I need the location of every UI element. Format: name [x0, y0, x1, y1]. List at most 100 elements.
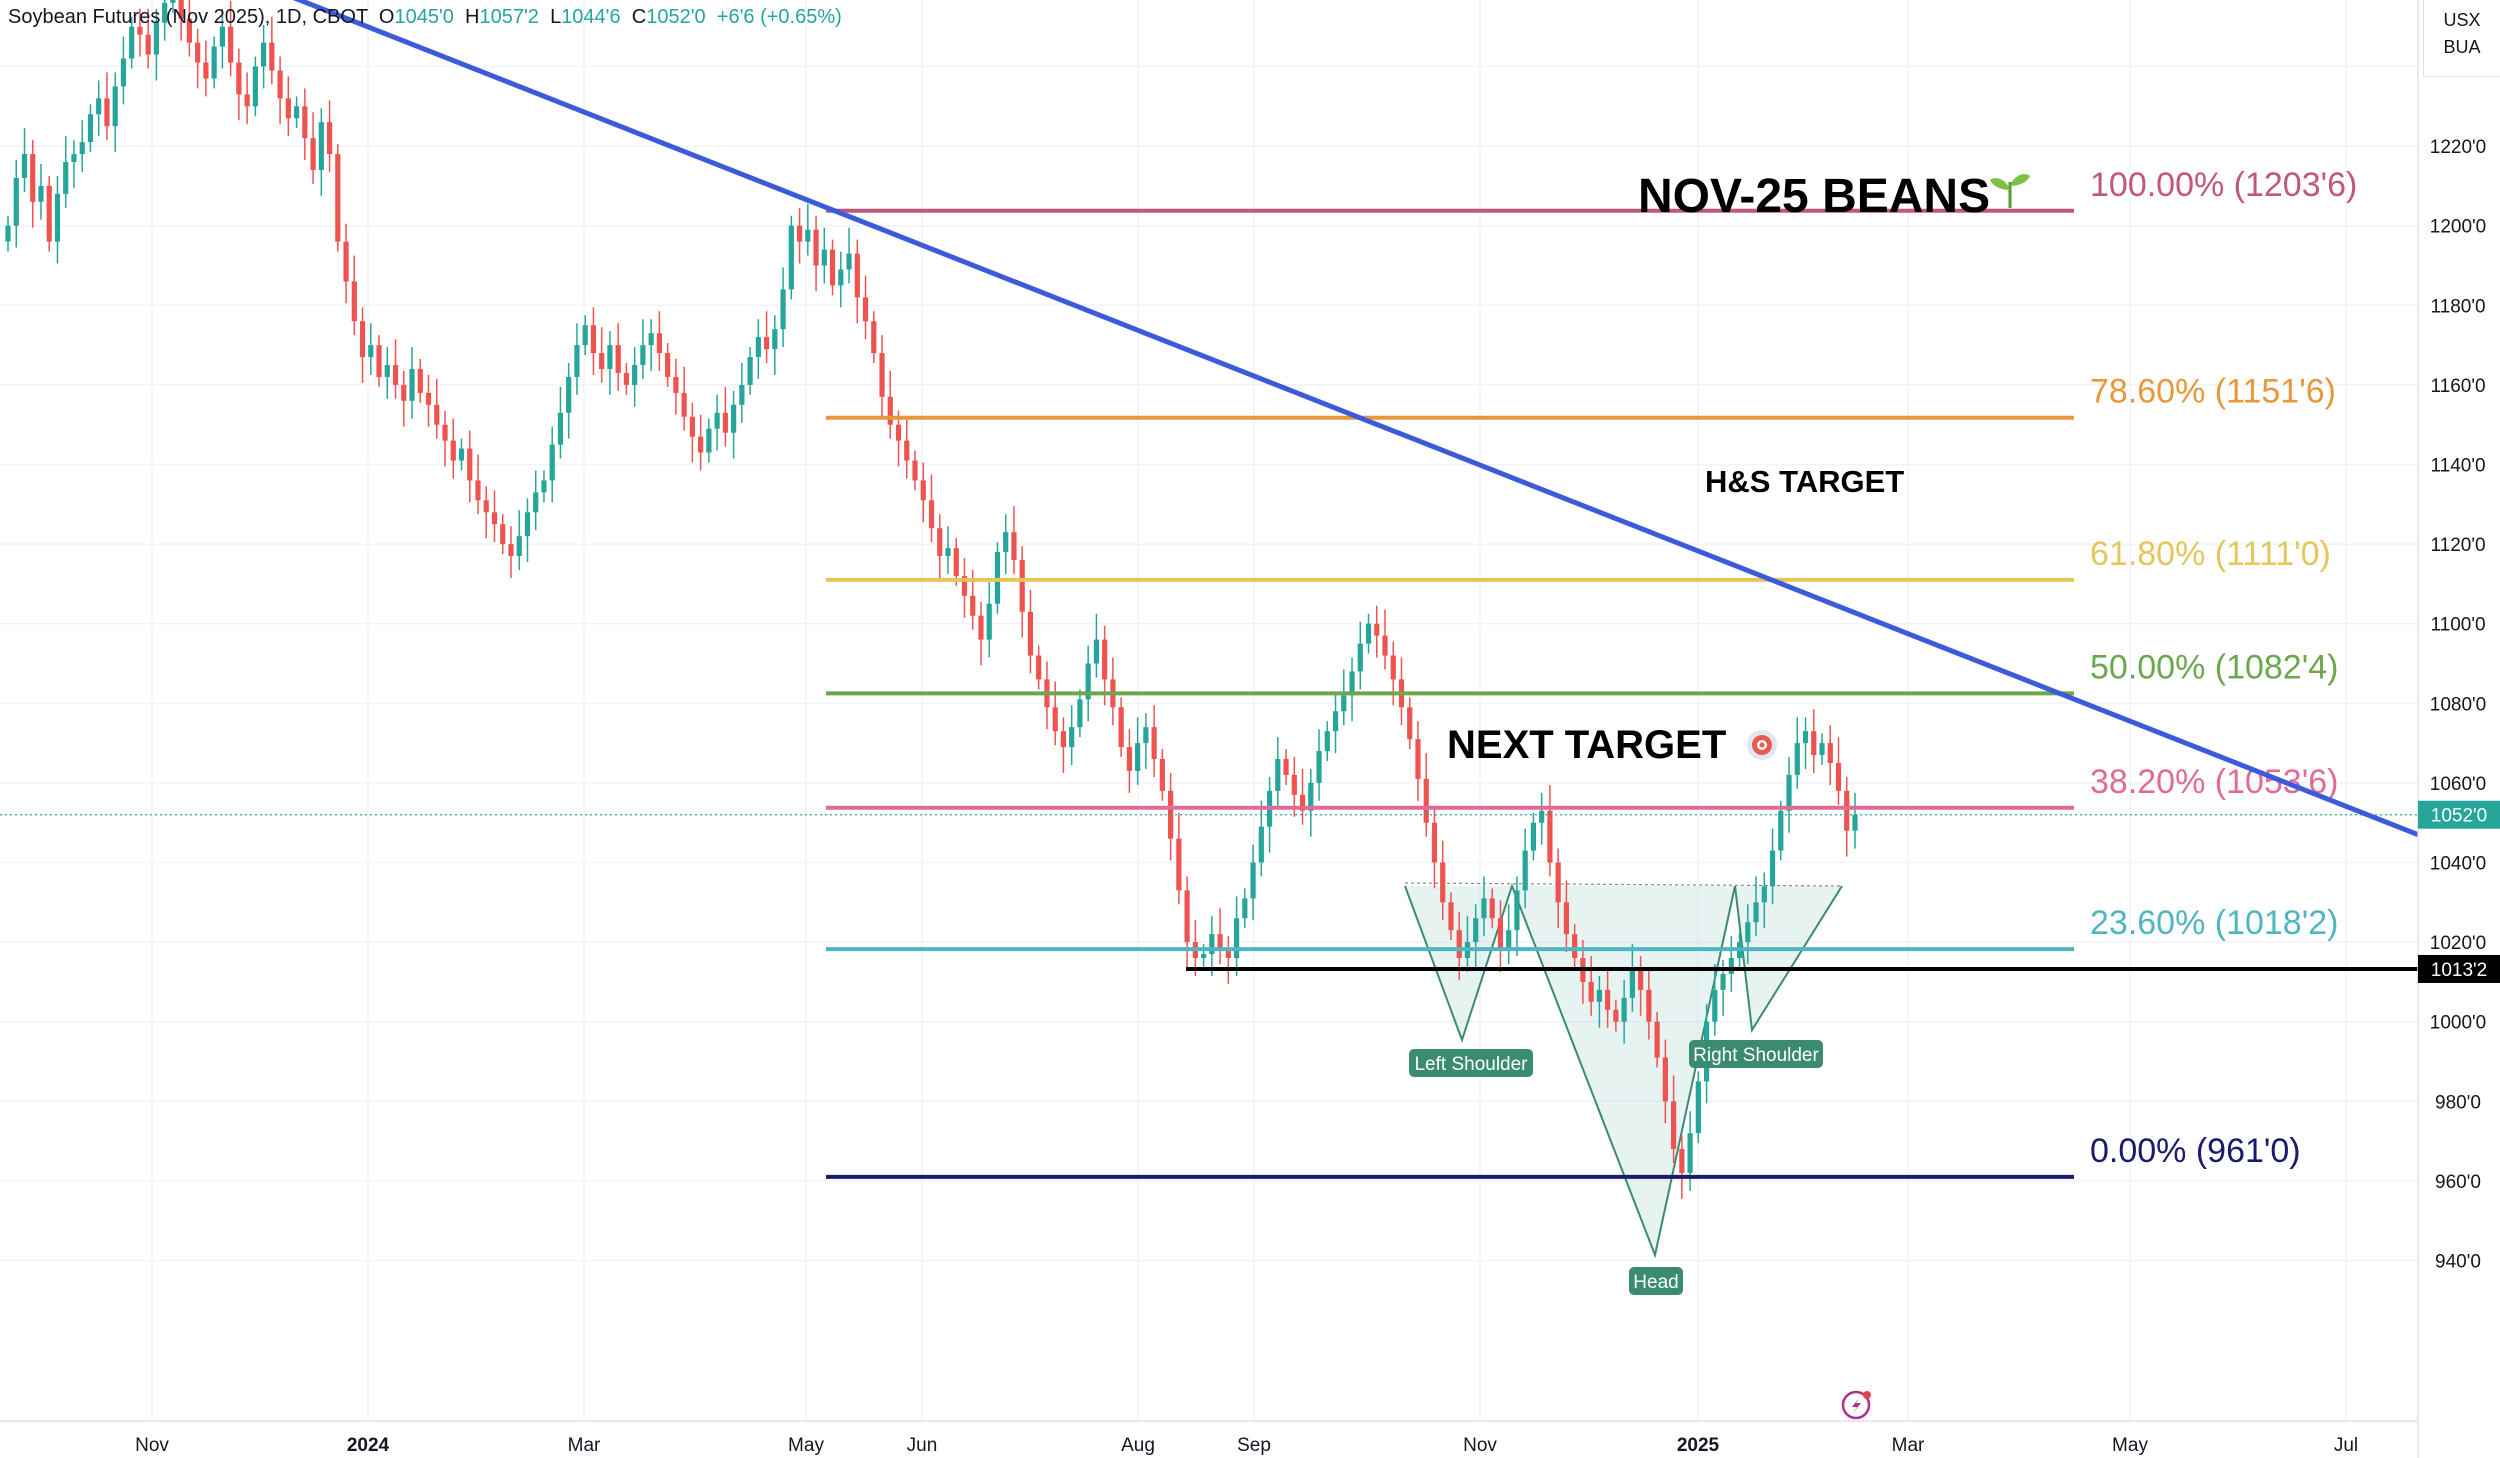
candle-body	[483, 500, 489, 513]
candle-body	[698, 436, 704, 453]
currency-sub: BUA	[2443, 37, 2481, 57]
candle-body	[1423, 778, 1429, 823]
left-shoulder-label: Left Shoulder	[1414, 1054, 1528, 1075]
candle-body	[763, 337, 770, 350]
chart-title: NOV-25 BEANS	[1638, 170, 1990, 223]
fib-level-label: 100.00% (1203'6)	[2090, 166, 2357, 204]
candle-body	[1769, 850, 1776, 887]
candle-body	[368, 345, 374, 358]
candle-body	[170, 0, 176, 3]
time-tick-label: Aug	[1121, 1435, 1155, 1456]
candle-body	[1761, 886, 1767, 903]
candle-body	[533, 492, 539, 513]
candle-body	[656, 333, 662, 354]
candle-body	[1151, 727, 1157, 760]
candle-body	[467, 448, 473, 481]
candle-body	[673, 376, 679, 393]
high-label: H	[465, 6, 480, 28]
candle-body	[401, 384, 407, 401]
candle-body	[1440, 862, 1446, 903]
candle-body	[1159, 759, 1165, 791]
candle-body	[566, 376, 572, 413]
price-tick-label: 980'0	[2435, 1092, 2481, 1113]
candle-body	[1382, 635, 1388, 656]
candle-body	[211, 46, 217, 79]
pattern-fill	[1405, 886, 1842, 1255]
candle-body	[731, 404, 737, 433]
candle-body	[739, 384, 745, 405]
candle-body	[326, 122, 333, 155]
candle-body	[1003, 532, 1009, 553]
candle-body	[928, 500, 935, 529]
candle-body	[1019, 560, 1025, 612]
candle-body	[541, 480, 547, 493]
fib-level-label: 50.00% (1082'4)	[2090, 648, 2338, 686]
candle-body	[293, 106, 300, 119]
candle-body	[1341, 695, 1347, 712]
candle-body	[747, 357, 753, 385]
candle-body	[491, 512, 498, 525]
right-shoulder-label: Right Shoulder	[1693, 1045, 1819, 1066]
head-and-shoulders-pattern	[1404, 882, 1843, 1259]
candle-body	[318, 122, 324, 170]
candle-body	[1720, 973, 1726, 990]
candle-body	[1069, 727, 1075, 748]
candle-body	[1275, 759, 1281, 791]
symbol-header: Soybean Futures (Nov 2025), 1D, CBOT O10…	[8, 6, 842, 29]
downtrend-line	[292, 0, 2419, 837]
candle-body	[937, 528, 943, 557]
next-target-label: NEXT TARGET	[1447, 723, 1726, 767]
hs-target-label: H&S TARGET	[1705, 464, 1904, 499]
candle-body	[796, 225, 803, 242]
candle-body	[722, 412, 728, 433]
price-tick-label: 960'0	[2435, 1172, 2481, 1193]
candle-body	[524, 512, 531, 537]
head-tag	[1629, 1267, 1683, 1295]
candle-body	[38, 185, 44, 202]
candle-body	[376, 345, 382, 377]
candle-body	[46, 185, 52, 242]
fib-levels: 100.00% (1203'6) 78.60% (1151'6) 61.80% (1…	[0, 166, 2418, 1179]
candle-body	[1036, 655, 1042, 680]
flash-icon[interactable]	[1841, 1390, 1871, 1420]
candle-body	[1217, 934, 1223, 951]
candle-body	[458, 448, 465, 461]
pattern-outline	[1734, 885, 1843, 1033]
candle-body	[228, 26, 234, 63]
time-tick-label: Nov	[1463, 1435, 1497, 1456]
candle-body	[1332, 711, 1339, 732]
change-value: +6'6 (+0.65%)	[716, 6, 842, 28]
price-tick-label: 1040'0	[2430, 854, 2486, 875]
candle-body	[1679, 1149, 1685, 1173]
candle-body	[1176, 838, 1182, 891]
candle-body	[1522, 850, 1528, 891]
candle-body	[302, 106, 308, 139]
candle-body	[1473, 918, 1479, 943]
candle-body	[879, 353, 885, 397]
candle-body	[1539, 810, 1545, 823]
candle-body	[384, 365, 390, 377]
price-tick-label: 1200'0	[2430, 217, 2486, 238]
low-label: L	[550, 6, 562, 28]
candle-body	[79, 142, 85, 155]
candle-body	[1852, 814, 1858, 831]
candle-body	[912, 460, 918, 481]
last-price-label: 1052'0	[2431, 806, 2487, 827]
candle-body	[1695, 1081, 1701, 1134]
price-tick-label: 1160'0	[2430, 376, 2485, 397]
close-value: 1052'0	[646, 6, 706, 28]
candle-body	[689, 416, 695, 437]
candle-body	[788, 225, 794, 290]
candle-body	[1670, 1101, 1677, 1150]
currency-button[interactable]: USX BUA	[2423, 0, 2500, 77]
candle-body	[1497, 918, 1504, 951]
low-value: 1044'6	[561, 6, 621, 28]
candle-body	[1596, 989, 1602, 1002]
candle-body	[1233, 918, 1240, 959]
candle-body	[153, 22, 160, 55]
candle-body	[1052, 707, 1058, 732]
candle-body	[1654, 1021, 1660, 1058]
candle-body	[450, 440, 456, 461]
candle-body	[252, 66, 258, 107]
candle-body	[1316, 751, 1322, 783]
